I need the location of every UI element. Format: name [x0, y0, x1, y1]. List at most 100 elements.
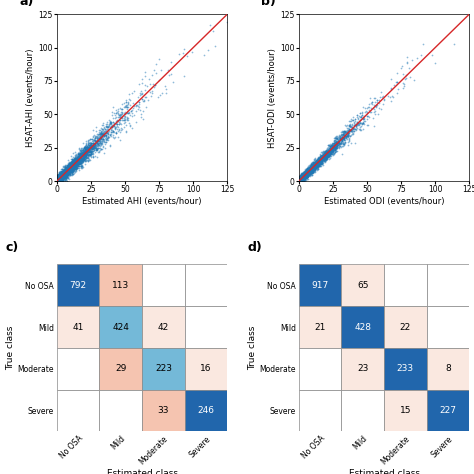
Point — [345, 138, 352, 146]
Point — [91, 135, 99, 142]
Point — [312, 163, 319, 170]
Point — [71, 154, 79, 162]
Point — [54, 177, 62, 185]
Point — [324, 141, 332, 149]
Point — [64, 167, 72, 174]
Point — [64, 168, 72, 175]
Point — [87, 142, 94, 149]
Point — [58, 172, 65, 179]
Point — [298, 175, 306, 183]
Point — [297, 176, 305, 183]
Point — [323, 147, 331, 155]
Point — [79, 146, 86, 153]
Point — [301, 171, 308, 179]
Point — [312, 160, 319, 167]
Point — [68, 161, 76, 168]
Point — [142, 103, 150, 110]
Point — [399, 70, 406, 78]
Point — [62, 165, 70, 173]
Point — [317, 152, 325, 160]
Point — [62, 166, 70, 173]
Point — [310, 163, 317, 171]
Point — [69, 166, 77, 173]
Point — [100, 129, 107, 137]
Point — [301, 170, 309, 178]
Text: 428: 428 — [354, 323, 371, 331]
Point — [93, 154, 101, 161]
Point — [68, 165, 76, 173]
Point — [77, 152, 84, 160]
Point — [83, 146, 91, 154]
Point — [58, 170, 65, 178]
Point — [322, 152, 330, 159]
Point — [56, 176, 64, 184]
Point — [65, 164, 73, 171]
Point — [53, 176, 61, 184]
Point — [60, 168, 68, 175]
Point — [300, 172, 307, 180]
Point — [297, 176, 304, 183]
Point — [305, 166, 312, 173]
Point — [56, 172, 64, 180]
Point — [296, 176, 304, 184]
Point — [319, 156, 327, 164]
Point — [74, 157, 82, 164]
Point — [76, 154, 83, 162]
Point — [59, 174, 67, 182]
Point — [80, 152, 87, 160]
Point — [59, 169, 67, 177]
Point — [61, 175, 69, 183]
Point — [64, 170, 71, 178]
Point — [53, 177, 61, 185]
Point — [67, 162, 74, 170]
Point — [55, 176, 63, 183]
Point — [68, 164, 76, 171]
Point — [301, 171, 309, 178]
Point — [327, 144, 335, 152]
Point — [317, 155, 325, 163]
Point — [326, 155, 333, 163]
Point — [59, 175, 66, 183]
Point — [300, 170, 307, 177]
Point — [68, 162, 75, 169]
Point — [64, 168, 71, 175]
Point — [71, 161, 79, 169]
Point — [98, 121, 106, 129]
Point — [300, 173, 308, 180]
Point — [307, 165, 314, 173]
Point — [74, 162, 82, 170]
Point — [110, 134, 118, 142]
Point — [320, 152, 328, 159]
Point — [72, 161, 80, 168]
Point — [308, 165, 316, 173]
Point — [297, 177, 304, 185]
Point — [64, 167, 72, 174]
Point — [77, 156, 84, 164]
Point — [118, 113, 126, 120]
Point — [308, 163, 316, 171]
Point — [308, 161, 315, 169]
Point — [75, 157, 82, 164]
Point — [85, 151, 92, 158]
Point — [302, 172, 310, 179]
Point — [62, 166, 69, 174]
Point — [58, 173, 65, 181]
Point — [299, 177, 306, 185]
Point — [315, 161, 323, 169]
Point — [55, 177, 62, 185]
Point — [303, 164, 310, 172]
Point — [69, 159, 77, 166]
Point — [73, 155, 81, 162]
Point — [323, 148, 331, 155]
Point — [301, 170, 309, 178]
Point — [60, 170, 68, 178]
Point — [53, 173, 61, 181]
Point — [325, 147, 333, 155]
Point — [338, 137, 346, 145]
Point — [54, 177, 61, 185]
Point — [319, 155, 326, 163]
Point — [299, 170, 306, 178]
Point — [329, 147, 337, 155]
Point — [68, 166, 75, 173]
Point — [309, 164, 317, 172]
